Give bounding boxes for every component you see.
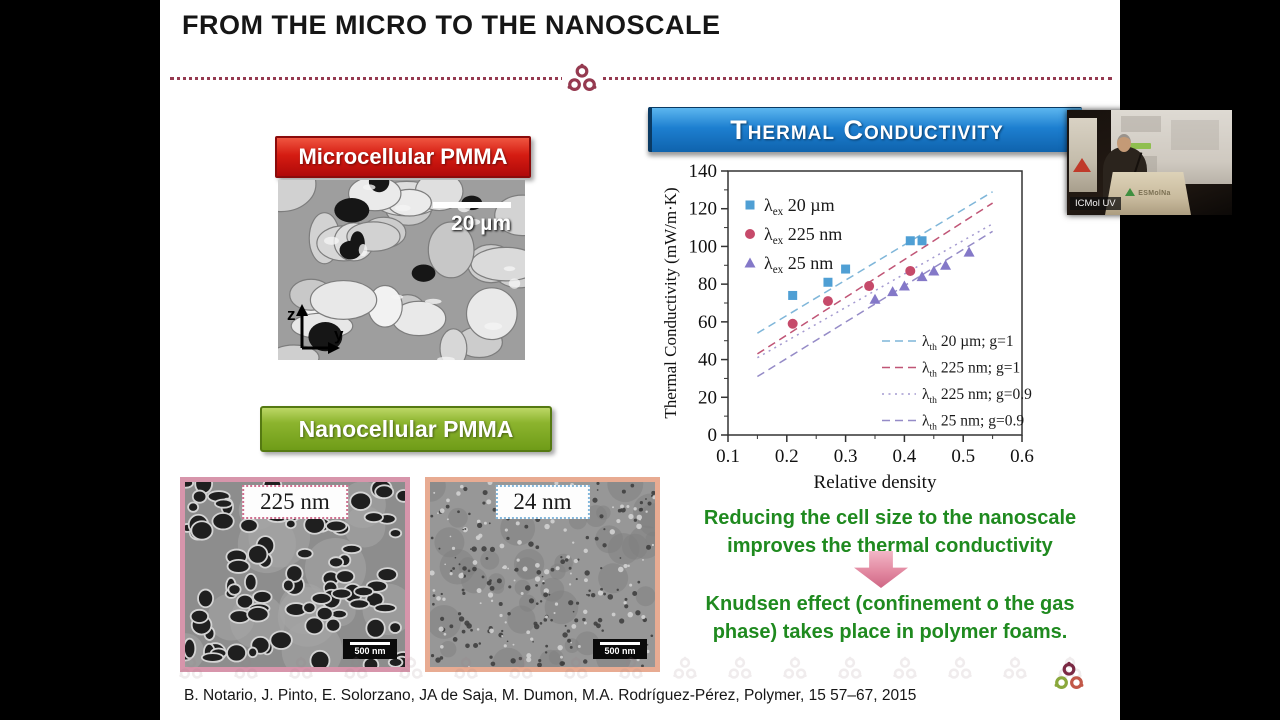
thermal-conductivity-header: Thermal Conductivity [648, 107, 1082, 152]
sem-micro-texture [278, 180, 525, 360]
svg-text:140: 140 [689, 161, 718, 182]
axis-y-label: y [334, 325, 344, 344]
svg-text:λex 225 nm: λex 225 nm [764, 224, 842, 247]
conclusion-text-2: Knudsen effect (confinement o the gas ph… [705, 593, 1075, 643]
svg-text:60: 60 [698, 312, 717, 333]
axis-arrows-icon: z y [287, 304, 344, 354]
sem-nano-24-texture [430, 482, 655, 667]
dotted-divider-line [170, 63, 1112, 95]
svg-text:0.4: 0.4 [893, 446, 917, 467]
svg-text:0.6: 0.6 [1010, 446, 1034, 467]
conclusion-text-1: Reducing the cell size to the nanoscale … [703, 507, 1077, 557]
scale-label: 500 nm [354, 646, 386, 656]
watermark-ornament-icon [892, 656, 918, 682]
svg-text:0.1: 0.1 [716, 446, 740, 467]
podium-label: ESMolNa [1138, 190, 1171, 197]
watermark-ornament-icon [1002, 656, 1028, 682]
svg-text:0.5: 0.5 [951, 446, 975, 467]
svg-text:λth 225 nm; g=0.9: λth 225 nm; g=0.9 [922, 386, 1032, 406]
watermark-ornament-icon [178, 656, 204, 682]
sem-image-nano-24nm: 24 nm 500 nm [425, 477, 660, 672]
chart-canvas: 0.1 0.2 0.3 0.4 0.5 0.6 0 20 40 60 80 100 120 140 Rela… [661, 161, 1034, 493]
svg-text:0: 0 [708, 425, 718, 446]
svg-text:80: 80 [698, 274, 717, 295]
projected-slide-label [1125, 143, 1151, 149]
watermark-ornament-icon [398, 656, 424, 682]
axis-z-label: z [287, 305, 296, 324]
banner-logo-icon [1073, 158, 1091, 172]
svg-text:Relative density: Relative density [814, 472, 937, 493]
svg-text:λex 25 nm: λex 25 nm [764, 253, 833, 276]
scale-label: 20 µm [451, 212, 511, 235]
speaker-head [1117, 134, 1131, 152]
watermark-ornament-icon [288, 656, 314, 682]
watermark-ornament-icon [672, 656, 698, 682]
svg-text:λex 20 µm: λex 20 µm [764, 195, 835, 218]
citation-text: B. Notario, J. Pinto, E. Solorzano, JA d… [184, 687, 917, 704]
cell-size-tag: 225 nm [242, 485, 348, 519]
svg-text:λth 25 nm; g=0.9: λth 25 nm; g=0.9 [922, 413, 1024, 433]
svg-text:20: 20 [698, 387, 717, 408]
svg-text:Thermal Conductivity (mW/m·K): Thermal Conductivity (mW/m·K) [661, 187, 680, 418]
watermark-ornament-icon [563, 656, 589, 682]
ornament-watermark-row [178, 653, 1083, 685]
watermark-ornament-icon [508, 656, 534, 682]
watermark-ornament-icon [727, 656, 753, 682]
slide-title: FROM THE MICRO TO THE NANOSCALE [182, 10, 721, 40]
esmolna-logo-icon [1125, 187, 1136, 196]
watermark-ornament-icon [453, 656, 479, 682]
microcellular-pmma-label: Microcellular PMMA [275, 136, 531, 178]
sem-image-nano-225nm: 225 nm 500 nm [180, 477, 410, 672]
svg-text:λth 20 µm; g=1: λth 20 µm; g=1 [922, 333, 1014, 353]
sem-image-microcellular: 20 µm z y [278, 180, 525, 360]
channel-watermark: ICMol UV [1070, 197, 1121, 210]
rollup-banner [1069, 118, 1097, 192]
cell-size-tag: 24 nm [495, 485, 590, 519]
scale-label: 500 nm [604, 646, 636, 656]
scale-bar: 500 nm [343, 639, 397, 659]
scale-bar: 500 nm [593, 639, 647, 659]
presentation-slide: FROM THE MICRO TO THE NANOSCALE Microcel… [160, 0, 1120, 720]
watermark-ornament-icon [343, 656, 369, 682]
triskelion-logo-icon [1053, 661, 1085, 693]
svg-text:100: 100 [689, 236, 718, 257]
thermal-conductivity-chart: 0.1 0.2 0.3 0.4 0.5 0.6 0 20 40 60 80 100 120 140 Rela… [660, 158, 1040, 498]
svg-text:40: 40 [698, 350, 717, 371]
watermark-ornament-icon [233, 656, 259, 682]
watermark-ornament-icon [947, 656, 973, 682]
svg-text:0.3: 0.3 [834, 446, 858, 467]
svg-text:λth 225 nm; g=1: λth 225 nm; g=1 [922, 360, 1020, 380]
watermark-ornament-icon [782, 656, 808, 682]
svg-text:120: 120 [689, 199, 718, 220]
svg-text:0.2: 0.2 [775, 446, 799, 467]
scale-bar [433, 202, 511, 208]
watermark-ornament-icon [837, 656, 863, 682]
nanocellular-pmma-label: Nanocellular PMMA [260, 406, 552, 452]
watermark-ornament-icon [618, 656, 644, 682]
triskelion-ornament-icon [562, 63, 602, 95]
speaker-webcam-overlay: ESMolNa ICMol UV [1067, 110, 1232, 215]
